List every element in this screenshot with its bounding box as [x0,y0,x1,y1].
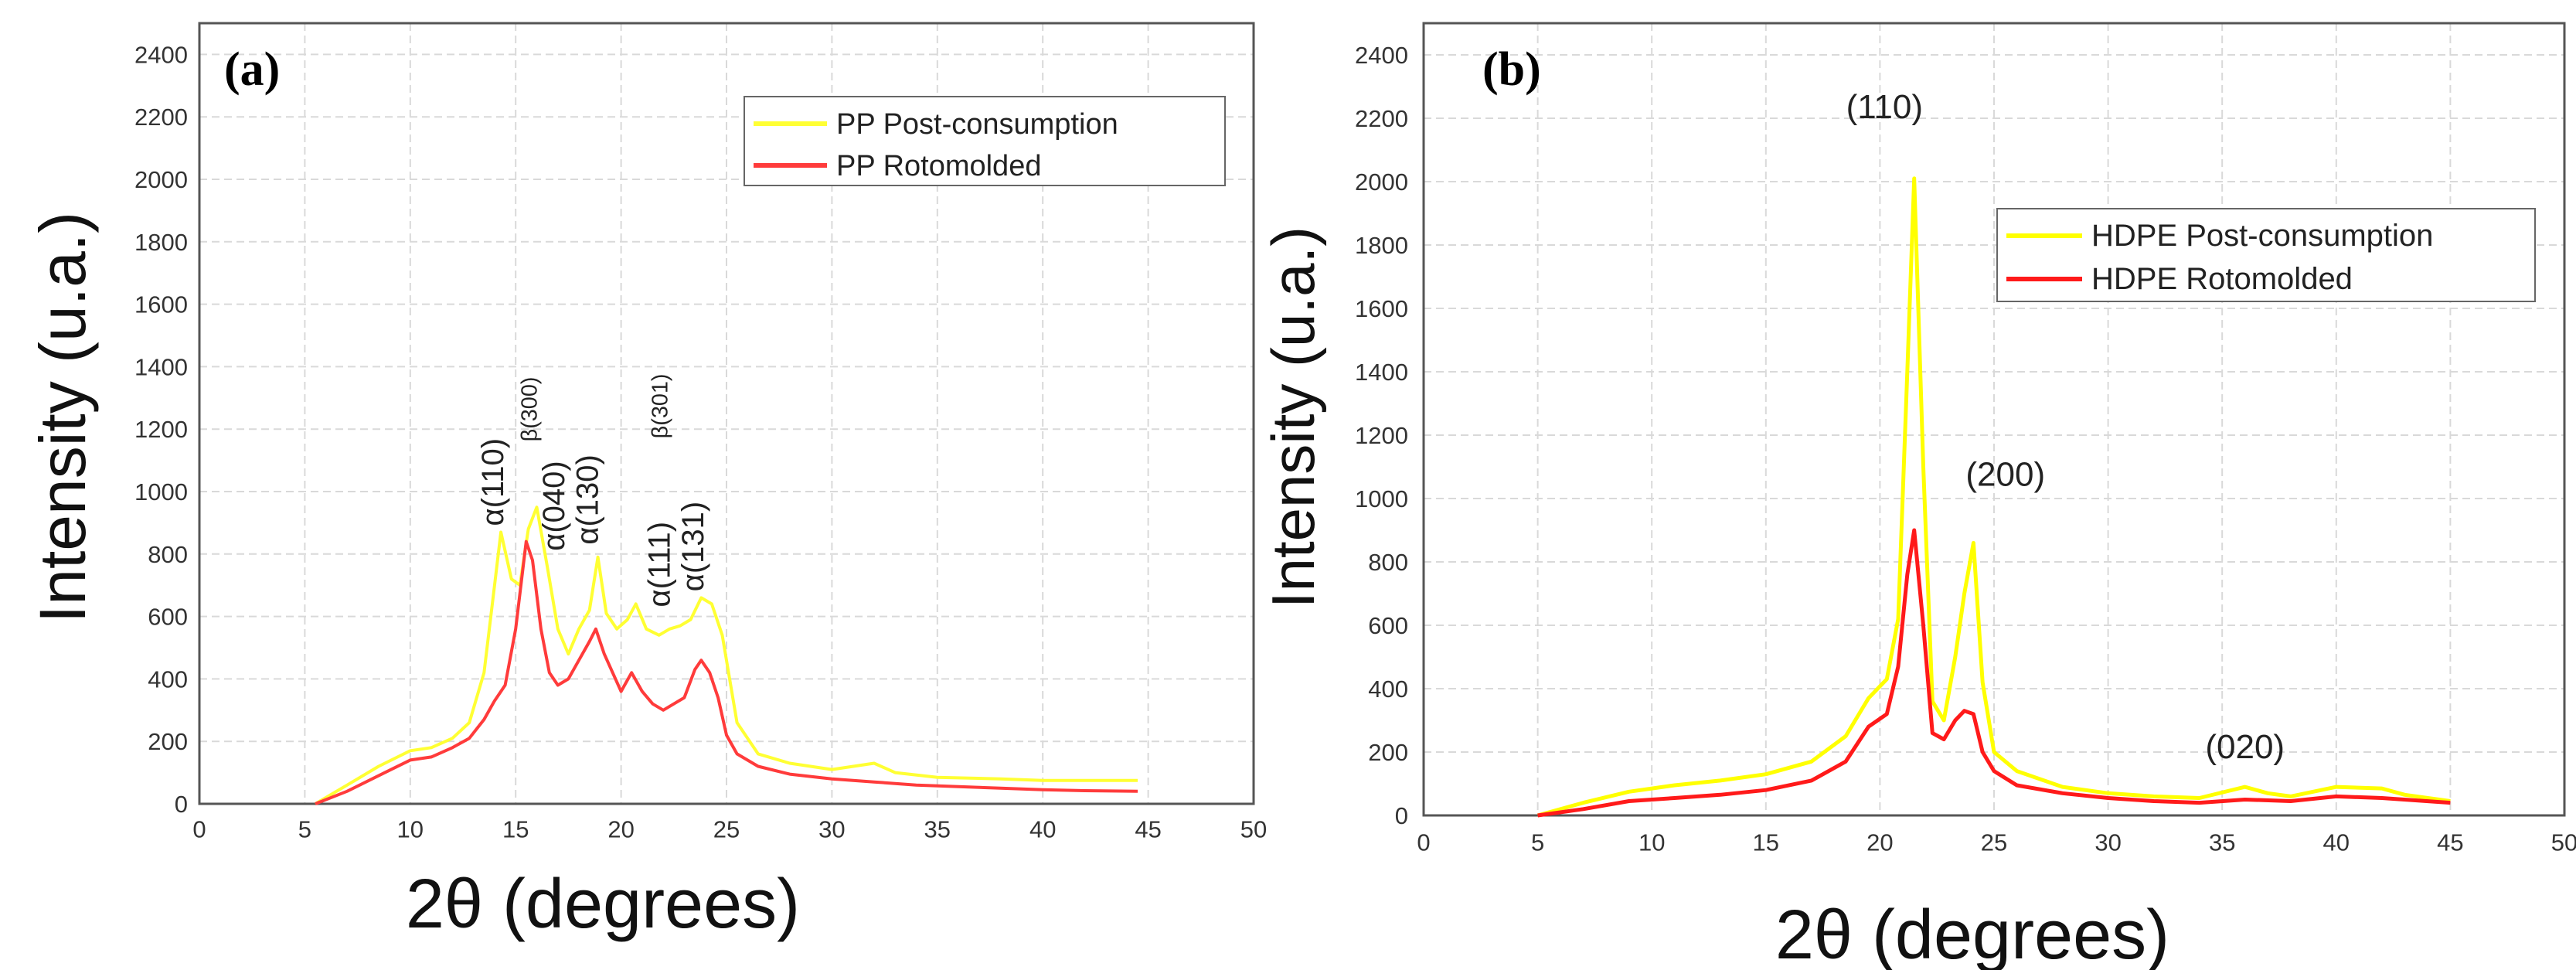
peak-annotation: (200) [1965,456,2045,494]
y-axis-title: Intensity (u.a.) [26,212,99,623]
y-tick-label: 1600 [1355,295,1408,322]
peak-annotation: α(110) [476,438,510,526]
x-tick-label: 5 [298,816,311,843]
y-tick-label: 400 [1368,676,1408,703]
y-tick-label: 1200 [134,416,188,443]
chart-panel-b: 0200400600800100012001400160018002000220… [1259,22,2576,970]
y-tick-label: 200 [148,728,188,755]
y-tick-label: 400 [148,665,188,693]
y-tick-label: 1400 [134,353,188,380]
peak-annotation: α(040) [537,461,571,551]
x-tick-label: 10 [1638,829,1665,856]
legend-entry: PP Post-consumption [836,108,1118,141]
y-tick-label: 2200 [1355,105,1408,132]
legend-box [1996,208,2536,302]
series-line-post-consumption [1536,176,2451,818]
plot-frame [198,22,1255,805]
x-tick-label: 40 [2323,829,2350,856]
y-tick-label: 0 [1395,802,1408,829]
x-tick-label: 25 [1981,829,2007,856]
y-tick-label: 2400 [1355,42,1408,69]
series-line-rotomolded [315,539,1138,805]
y-tick-label: 0 [175,791,188,818]
legend-entry: HDPE Post-consumption [2091,219,2433,253]
peak-annotation: (020) [2205,728,2285,766]
y-tick-label: 1400 [1355,359,1408,386]
y-tick-label: 2200 [134,104,188,131]
x-tick-label: 30 [818,816,845,843]
x-tick-label: 35 [2209,829,2235,856]
peak-annotation: α(130) [571,454,605,545]
peak-annotation: β(301) [648,374,673,439]
x-tick-label: 30 [2094,829,2121,856]
panel-label: (a) [224,43,280,96]
y-axis-title: Intensity (u.a.) [1259,226,1327,608]
y-tick-label: 1600 [134,291,188,318]
x-tick-label: 25 [713,816,740,843]
y-tick-label: 2400 [134,41,188,68]
x-axis-title: 2θ (degrees) [1775,897,2169,970]
legend-entry: PP Rotomolded [836,150,1041,182]
x-tick-label: 15 [502,816,529,843]
x-tick-label: 50 [2551,829,2576,856]
x-tick-label: 20 [1866,829,1893,856]
peak-annotation: α(131) [676,502,710,592]
y-tick-label: 2000 [134,166,188,193]
y-tick-label: 200 [1368,739,1408,766]
y-tick-label: 1000 [134,478,188,505]
peak-annotation: (110) [1846,88,1923,126]
x-tick-label: 5 [1531,829,1544,856]
peak-annotation: β(300) [517,377,542,442]
y-tick-label: 1000 [1355,485,1408,512]
x-tick-label: 45 [1135,816,1161,843]
y-tick-label: 600 [148,604,188,631]
x-axis-title: 2θ (degrees) [406,866,800,943]
series-line-rotomolded [1537,528,2451,818]
y-tick-label: 800 [148,541,188,568]
chart-panel-a: 0200400600800100012001400160018002000220… [26,22,1267,943]
y-tick-label: 2000 [1355,168,1408,196]
x-tick-label: 50 [1240,816,1267,843]
y-tick-label: 1800 [134,229,188,256]
plot-frame [1422,22,2566,817]
y-tick-label: 1800 [1355,232,1408,259]
legend-box [744,96,1226,186]
legend-entry: HDPE Rotomolded [2091,262,2353,296]
x-tick-label: 35 [924,816,951,843]
y-tick-label: 600 [1368,612,1408,639]
legend: PP Post-consumption PP Rotomolded [744,96,1226,186]
legend: HDPE Post-consumption HDPE Rotomolded [1996,208,2536,302]
y-tick-label: 800 [1368,549,1408,576]
x-tick-label: 0 [192,816,206,843]
x-tick-label: 10 [397,816,424,843]
peak-annotation: α(111) [642,522,676,608]
x-tick-label: 0 [1417,829,1430,856]
x-tick-label: 15 [1753,829,1779,856]
panel-label: (b) [1482,43,1541,96]
series-line-post-consumption [314,505,1138,805]
x-tick-label: 40 [1029,816,1056,843]
y-tick-label: 1200 [1355,422,1408,449]
x-tick-label: 45 [2437,829,2463,856]
x-tick-label: 20 [607,816,634,843]
